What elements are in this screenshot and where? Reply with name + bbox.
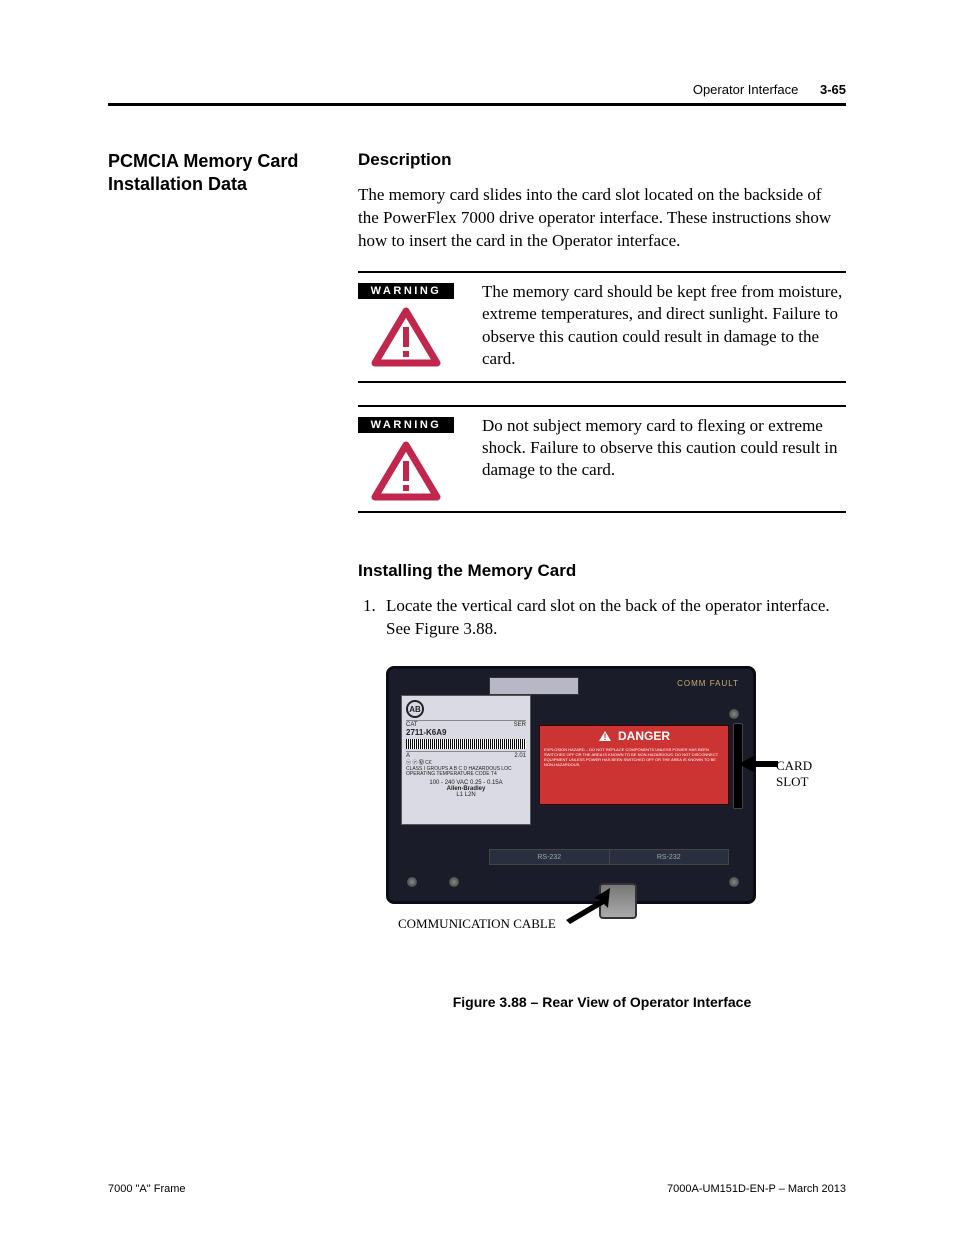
screw-icon	[407, 877, 417, 887]
warning-block: WARNING Do not subject memory card to fl…	[358, 405, 846, 513]
header-page-number: 3-65	[820, 82, 846, 97]
figure-device: COMM FAULT AB CATSER 2711-K6A9 A 2.01 ⓤ …	[378, 658, 846, 958]
warning-block: WARNING The memory card should be kept f…	[358, 271, 846, 383]
device-nameplate: AB CATSER 2711-K6A9 A 2.01 ⓤ ㋐ Ⓤ C€ CLAS…	[401, 695, 531, 825]
series: A	[406, 753, 410, 759]
figure-caption: Figure 3.88 – Rear View of Operator Inte…	[358, 994, 846, 1010]
header-section: Operator Interface	[693, 82, 799, 97]
port-label: RS-232	[490, 850, 610, 864]
warning-left: WARNING	[358, 281, 454, 371]
two-column-layout: PCMCIA Memory Card Installation Data Des…	[108, 150, 846, 1010]
footer-right: 7000A-UM151D-EN-P – March 2013	[667, 1183, 846, 1195]
serial-ports: RS-232 RS-232	[489, 849, 729, 865]
barcode-icon	[406, 739, 526, 749]
callout-card-slot: CARD SLOT	[776, 758, 846, 790]
catalog-number: 2711-K6A9	[406, 728, 526, 737]
running-header: Operator Interface 3-65	[108, 82, 846, 106]
svg-text:!: !	[603, 732, 606, 742]
screw-icon	[729, 709, 739, 719]
warning-text: The memory card should be kept free from…	[482, 281, 846, 371]
terminals: L1 L2N	[406, 792, 526, 798]
danger-heading: DANGER	[618, 729, 670, 743]
warning-triangle-icon	[371, 307, 441, 367]
callout-communication-cable: COMMUNICATION CABLE	[398, 916, 556, 932]
step-item: Locate the vertical card slot on the bac…	[380, 595, 846, 641]
subhead-installing: Installing the Memory Card	[358, 561, 846, 581]
warning-badge: WARNING	[358, 417, 454, 433]
right-column: Description The memory card slides into …	[358, 150, 846, 1010]
revision: 2.01	[514, 753, 526, 759]
footer-left: 7000 "A" Frame	[108, 1183, 186, 1195]
warning-triangle-icon	[371, 441, 441, 501]
install-steps: Locate the vertical card slot on the bac…	[358, 595, 846, 641]
arrow-icon	[736, 752, 780, 776]
screw-icon	[449, 877, 459, 887]
screw-icon	[729, 877, 739, 887]
warning-badge: WARNING	[358, 283, 454, 299]
page-footer: 7000 "A" Frame 7000A-UM151D-EN-P – March…	[108, 1183, 846, 1195]
warning-text: Do not subject memory card to flexing or…	[482, 415, 846, 501]
device-top-connector	[489, 677, 579, 695]
document-page: Operator Interface 3-65 PCMCIA Memory Ca…	[0, 0, 954, 1235]
device-led-labels: COMM FAULT	[677, 679, 739, 688]
warning-left: WARNING	[358, 415, 454, 501]
danger-triangle-icon: !	[598, 730, 612, 742]
subhead-description: Description	[358, 150, 846, 170]
arrow-icon	[560, 884, 616, 924]
section-title: PCMCIA Memory Card Installation Data	[108, 150, 328, 197]
description-paragraph: The memory card slides into the card slo…	[358, 184, 846, 253]
port-label: RS-232	[610, 850, 729, 864]
left-column: PCMCIA Memory Card Installation Data	[108, 150, 328, 1010]
ab-logo-icon: AB	[406, 700, 424, 718]
device-body: COMM FAULT AB CATSER 2711-K6A9 A 2.01 ⓤ …	[386, 666, 756, 904]
danger-label: ! DANGER EXPLOSION HAZARD – DO NOT REPLA…	[539, 725, 729, 805]
